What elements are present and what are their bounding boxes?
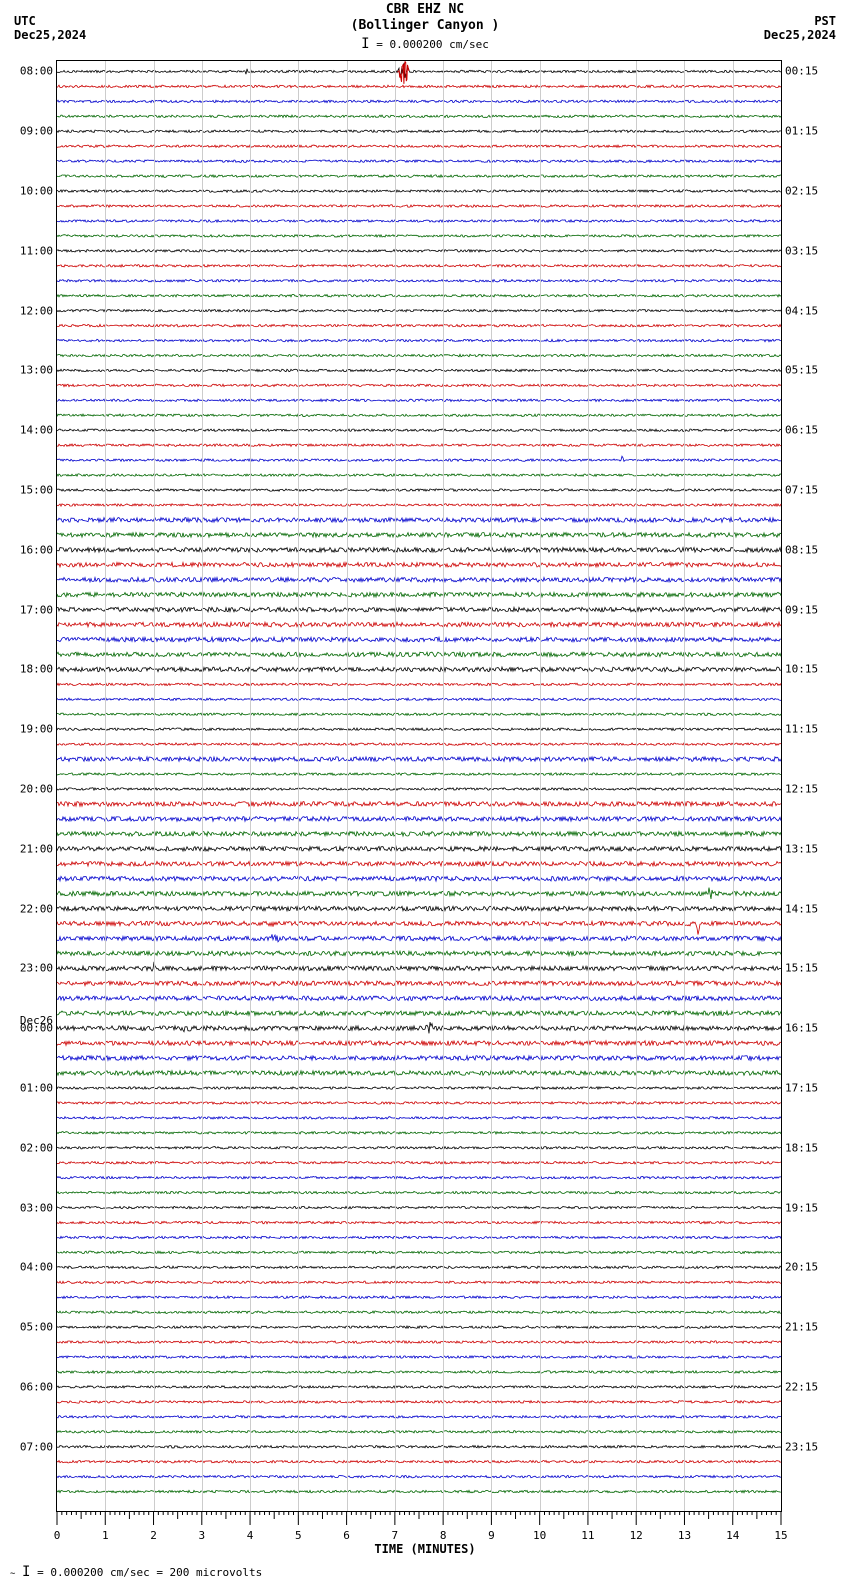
utc-time-label: 05:00	[20, 1321, 53, 1334]
utc-time-label: 09:00	[20, 125, 53, 138]
grid-line	[540, 61, 541, 1511]
pst-time-label: 21:15	[785, 1321, 818, 1334]
x-tick-label: 3	[198, 1529, 205, 1542]
grid-line	[105, 61, 106, 1511]
utc-time-label: 18:00	[20, 663, 53, 676]
station-title: CBR EHZ NC	[0, 2, 850, 17]
utc-time-label: 10:00	[20, 185, 53, 198]
grid-line	[733, 61, 734, 1511]
utc-time-label: 15:00	[20, 484, 53, 497]
utc-time-label: 20:00	[20, 782, 53, 795]
pst-time-label: 03:15	[785, 244, 818, 257]
x-tick-label: 12	[630, 1529, 643, 1542]
left-timezone: UTC	[14, 14, 36, 28]
pst-time-label: 17:15	[785, 1081, 818, 1094]
pst-time-label: 20:15	[785, 1261, 818, 1274]
x-axis-label: TIME (MINUTES)	[0, 1542, 850, 1556]
x-tick-label: 10	[533, 1529, 546, 1542]
x-tick-label: 2	[150, 1529, 157, 1542]
utc-time-label: 11:00	[20, 244, 53, 257]
footer-bar-icon: I	[22, 1564, 30, 1580]
pst-time-label: 01:15	[785, 125, 818, 138]
right-date: Dec25,2024	[764, 28, 836, 42]
utc-time-label: 23:00	[20, 962, 53, 975]
x-tick-label: 6	[343, 1529, 350, 1542]
utc-time-label: 16:00	[20, 543, 53, 556]
grid-line	[491, 61, 492, 1511]
seismogram-plot: 012345678910111213141508:0000:1509:0001:…	[56, 60, 782, 1512]
pst-time-label: 22:15	[785, 1380, 818, 1393]
pst-time-label: 05:15	[785, 364, 818, 377]
grid-line	[154, 61, 155, 1511]
pst-time-label: 16:15	[785, 1022, 818, 1035]
footer-scale: ∼ I = 0.000200 cm/sec = 200 microvolts	[10, 1564, 262, 1580]
location-title: (Bollinger Canyon )	[0, 18, 850, 33]
pst-time-label: 04:15	[785, 304, 818, 317]
grid-line	[202, 61, 203, 1511]
grid-line	[684, 61, 685, 1511]
grid-line	[588, 61, 589, 1511]
utc-time-label: 12:00	[20, 304, 53, 317]
x-tick-label: 13	[678, 1529, 691, 1542]
grid-line	[443, 61, 444, 1511]
pst-time-label: 10:15	[785, 663, 818, 676]
pst-time-label: 13:15	[785, 842, 818, 855]
x-tick-label: 14	[726, 1529, 739, 1542]
x-tick-label: 4	[247, 1529, 254, 1542]
utc-time-label: 03:00	[20, 1201, 53, 1214]
pst-time-label: 23:15	[785, 1440, 818, 1453]
pst-time-label: 19:15	[785, 1201, 818, 1214]
trace-canvas	[57, 61, 781, 1511]
scale-text: = 0.000200 cm/sec	[376, 38, 489, 51]
pst-time-label: 08:15	[785, 543, 818, 556]
scale-label: I = 0.000200 cm/sec	[0, 36, 850, 52]
pst-time-label: 06:15	[785, 424, 818, 437]
seismogram-container: CBR EHZ NC (Bollinger Canyon ) I = 0.000…	[0, 0, 850, 1584]
scale-bar-icon: I	[361, 36, 369, 52]
footer-text: = 0.000200 cm/sec = 200 microvolts	[37, 1566, 262, 1579]
grid-line	[636, 61, 637, 1511]
x-tick-label: 5	[295, 1529, 302, 1542]
grid-line	[298, 61, 299, 1511]
utc-time-label: 08:00	[20, 65, 53, 78]
x-tick-label: 9	[488, 1529, 495, 1542]
day-break-label: Dec26	[20, 1014, 53, 1027]
utc-time-label: 17:00	[20, 603, 53, 616]
pst-time-label: 15:15	[785, 962, 818, 975]
pst-time-label: 11:15	[785, 723, 818, 736]
utc-time-label: 22:00	[20, 902, 53, 915]
utc-time-label: 06:00	[20, 1380, 53, 1393]
utc-time-label: 19:00	[20, 723, 53, 736]
x-tick-label: 7	[392, 1529, 399, 1542]
utc-time-label: 01:00	[20, 1081, 53, 1094]
x-tick-label: 0	[54, 1529, 61, 1542]
left-date: Dec25,2024	[14, 28, 86, 42]
x-tick-label: 1	[102, 1529, 109, 1542]
pst-time-label: 02:15	[785, 185, 818, 198]
pst-time-label: 07:15	[785, 484, 818, 497]
pst-time-label: 14:15	[785, 902, 818, 915]
grid-line	[395, 61, 396, 1511]
utc-time-label: 21:00	[20, 842, 53, 855]
pst-time-label: 18:15	[785, 1141, 818, 1154]
utc-time-label: 13:00	[20, 364, 53, 377]
pst-time-label: 00:15	[785, 65, 818, 78]
utc-time-label: 07:00	[20, 1440, 53, 1453]
right-timezone: PST	[814, 14, 836, 28]
x-tick-label: 15	[774, 1529, 787, 1542]
x-tick-label: 8	[440, 1529, 447, 1542]
grid-line	[347, 61, 348, 1511]
utc-time-label: 14:00	[20, 424, 53, 437]
utc-time-label: 04:00	[20, 1261, 53, 1274]
grid-line	[250, 61, 251, 1511]
utc-time-label: 02:00	[20, 1141, 53, 1154]
x-tick-label: 11	[581, 1529, 594, 1542]
pst-time-label: 09:15	[785, 603, 818, 616]
pst-time-label: 12:15	[785, 782, 818, 795]
